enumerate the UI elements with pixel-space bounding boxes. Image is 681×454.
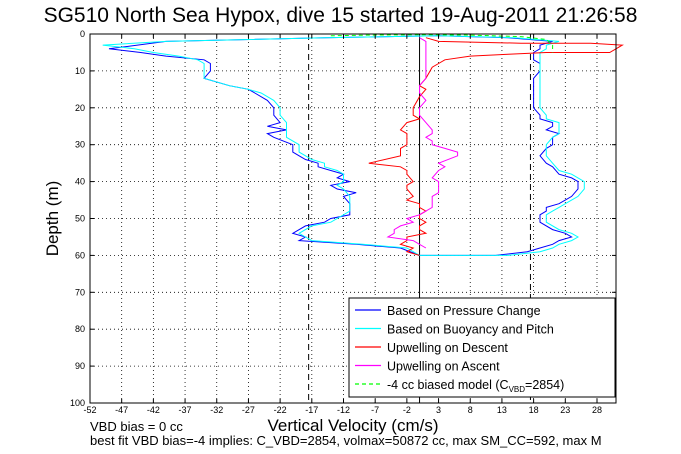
x-tick-label: -2 [403,405,411,415]
y-axis-label: Depth (m) [43,181,62,257]
legend-box [348,297,616,398]
x-tick-label: -32 [210,405,223,415]
x-tick-label: -12 [337,405,350,415]
plot-series [102,34,624,256]
x-tick-label: -27 [242,405,255,415]
x-tick-label: -37 [179,405,192,415]
series-line-based-on-buoyancy-and-pitch [102,35,439,256]
y-tick-label: 50 [75,214,85,224]
y-tick-label: 40 [75,177,85,187]
x-tick-label: 3 [436,405,441,415]
series-line-upwelling-on-descent [368,37,624,256]
legend-item-label: -4 cc biased model (CVBD=2854) [387,378,564,394]
x-tick-label: -17 [305,405,318,415]
y-tick-label: 10 [75,66,85,76]
y-tick-label: 100 [70,398,85,408]
y-tick-label: 60 [75,250,85,260]
series-line-upwelling-on-ascent [386,37,459,249]
y-axis-ticks: 0 10 20 30 40 50 60 70 80 90 100 [70,29,616,408]
y-tick-label: 70 [75,287,85,297]
series-line-based-on-pressure-change [108,35,439,256]
x-axis-label: Vertical Velocity (cm/s) [268,416,439,435]
series-line-4-cc-biased-model-c-vbd-2854 [330,34,554,53]
x-axis-ticks: -52 -47 -42 -37 -32 -27 -22 -17 -12 -7 -2 3 8 13 18 23 2… [83,34,602,415]
series-line-based-on-pressure-change [419,35,579,256]
x-tick-label: -52 [83,405,96,415]
x-tick-label: 28 [592,405,602,415]
legend-item-label: Based on Buoyancy and Pitch [387,323,554,337]
legend-item-label: Upwelling on Ascent [387,360,500,374]
legend-item-label: Based on Pressure Change [387,304,541,318]
chart-title: SG510 North Sea Hypox, dive 15 started 1… [43,4,638,27]
x-tick-label: -7 [371,405,379,415]
y-tick-label: 30 [75,140,85,150]
best-fit-note: best fit VBD bias=-4 implies: C_VBD=2854… [90,433,602,448]
vbd-bias-note: VBD bias = 0 cc [90,419,183,434]
x-tick-label: -42 [147,405,160,415]
y-tick-label: 20 [75,103,85,113]
legend-item-label: Upwelling on Descent [387,341,508,355]
legend-subscript: VBD [509,385,526,394]
x-tick-label: -22 [274,405,287,415]
y-tick-label: 0 [80,29,85,39]
x-tick-label: -47 [115,405,128,415]
legend-suffix: =2854) [525,378,564,392]
y-tick-label: 80 [75,324,85,334]
y-tick-label: 90 [75,361,85,371]
x-tick-label: 18 [529,405,539,415]
x-tick-label: 8 [468,405,473,415]
x-tick-label: 13 [497,405,507,415]
legend: Based on Pressure Change Based on Buoyanc… [348,297,616,398]
x-tick-label: 23 [560,405,570,415]
series-line-based-on-buoyancy-and-pitch [419,35,585,256]
